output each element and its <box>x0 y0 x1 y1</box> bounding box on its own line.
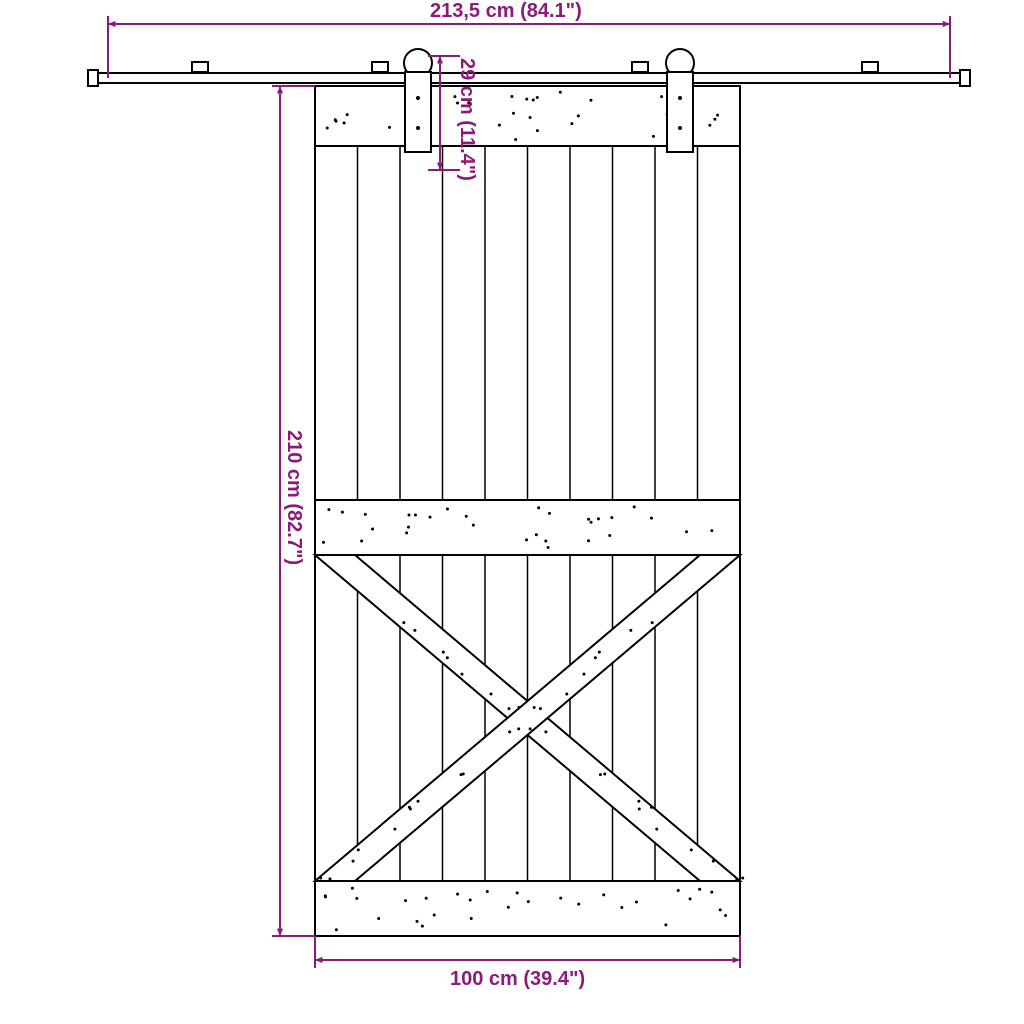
door-height-label: 210 cm (82.7") <box>282 430 305 565</box>
rail-width-label: 213,5 cm (84.1") <box>430 0 582 23</box>
dimension-diagram <box>0 0 1024 1024</box>
door-width-label: 100 cm (39.4") <box>450 968 585 991</box>
hanger-height-label: 29 cm (11.4") <box>455 58 478 181</box>
